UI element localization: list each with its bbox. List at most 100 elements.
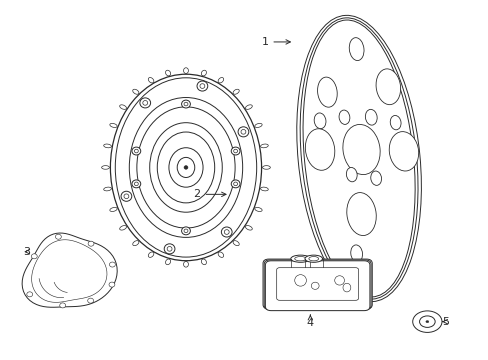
Ellipse shape <box>308 257 318 261</box>
Ellipse shape <box>300 18 417 299</box>
Ellipse shape <box>317 77 337 107</box>
Ellipse shape <box>233 182 237 186</box>
Ellipse shape <box>140 98 150 108</box>
FancyBboxPatch shape <box>265 261 369 311</box>
Ellipse shape <box>60 303 65 308</box>
Ellipse shape <box>134 149 138 153</box>
Ellipse shape <box>165 259 170 265</box>
Ellipse shape <box>294 257 306 261</box>
Ellipse shape <box>148 77 154 83</box>
Ellipse shape <box>346 193 375 235</box>
Ellipse shape <box>132 180 141 188</box>
Ellipse shape <box>55 234 61 239</box>
Ellipse shape <box>389 116 400 130</box>
Ellipse shape <box>201 70 206 76</box>
Text: 2: 2 <box>193 189 225 199</box>
Ellipse shape <box>370 171 381 185</box>
Ellipse shape <box>221 227 232 237</box>
Ellipse shape <box>388 132 418 171</box>
Ellipse shape <box>129 98 242 237</box>
Ellipse shape <box>260 187 268 191</box>
Ellipse shape <box>233 89 239 94</box>
Ellipse shape <box>157 132 214 203</box>
Ellipse shape <box>183 102 187 106</box>
Ellipse shape <box>425 320 428 323</box>
FancyBboxPatch shape <box>263 259 371 309</box>
Ellipse shape <box>164 244 175 254</box>
Ellipse shape <box>167 247 172 251</box>
Polygon shape <box>22 233 117 307</box>
Ellipse shape <box>311 282 319 289</box>
Ellipse shape <box>305 129 334 170</box>
Ellipse shape <box>132 89 139 94</box>
Ellipse shape <box>419 316 434 327</box>
Ellipse shape <box>102 166 109 169</box>
Ellipse shape <box>181 227 190 235</box>
Ellipse shape <box>314 113 325 129</box>
Ellipse shape <box>334 276 344 285</box>
Ellipse shape <box>231 147 240 155</box>
Ellipse shape <box>183 166 187 169</box>
Ellipse shape <box>124 194 129 199</box>
Ellipse shape <box>27 292 33 297</box>
Ellipse shape <box>254 123 262 127</box>
Ellipse shape <box>109 262 115 267</box>
Ellipse shape <box>305 255 322 262</box>
Ellipse shape <box>342 125 379 175</box>
Text: 5: 5 <box>442 317 448 327</box>
Ellipse shape <box>200 84 204 88</box>
Ellipse shape <box>134 182 138 186</box>
Ellipse shape <box>137 107 235 228</box>
Ellipse shape <box>110 123 117 127</box>
Ellipse shape <box>290 255 310 262</box>
Ellipse shape <box>109 282 115 287</box>
Ellipse shape <box>233 240 239 246</box>
Ellipse shape <box>31 254 37 259</box>
Ellipse shape <box>149 123 222 212</box>
Ellipse shape <box>245 226 252 230</box>
Ellipse shape <box>350 245 362 262</box>
Ellipse shape <box>181 100 190 108</box>
Ellipse shape <box>241 130 245 134</box>
Ellipse shape <box>303 20 414 297</box>
Ellipse shape <box>294 275 306 286</box>
Ellipse shape <box>183 68 188 73</box>
FancyBboxPatch shape <box>276 268 358 300</box>
Ellipse shape <box>132 147 141 155</box>
Ellipse shape <box>115 78 256 257</box>
Ellipse shape <box>121 191 131 201</box>
Ellipse shape <box>132 240 139 246</box>
Ellipse shape <box>218 252 223 257</box>
Ellipse shape <box>177 157 194 177</box>
Ellipse shape <box>168 148 203 187</box>
Ellipse shape <box>412 311 441 332</box>
Ellipse shape <box>197 81 207 91</box>
Ellipse shape <box>110 74 261 261</box>
Text: 1: 1 <box>261 37 290 47</box>
Ellipse shape <box>201 259 206 265</box>
Ellipse shape <box>88 241 94 246</box>
Ellipse shape <box>103 144 111 148</box>
Ellipse shape <box>233 149 237 153</box>
Text: 4: 4 <box>306 315 313 328</box>
Ellipse shape <box>254 207 262 211</box>
Ellipse shape <box>231 180 240 188</box>
Ellipse shape <box>183 261 188 267</box>
Ellipse shape <box>238 127 248 137</box>
Text: 3: 3 <box>23 247 30 257</box>
Ellipse shape <box>338 110 349 125</box>
Ellipse shape <box>245 105 252 109</box>
Ellipse shape <box>262 166 270 169</box>
Ellipse shape <box>296 15 421 302</box>
Ellipse shape <box>218 77 223 83</box>
Ellipse shape <box>120 105 126 109</box>
Ellipse shape <box>348 38 363 60</box>
Ellipse shape <box>142 100 147 105</box>
Ellipse shape <box>342 283 350 292</box>
Ellipse shape <box>224 230 229 234</box>
Ellipse shape <box>110 207 117 211</box>
Ellipse shape <box>87 298 93 303</box>
Ellipse shape <box>148 252 154 257</box>
Ellipse shape <box>365 109 376 125</box>
Ellipse shape <box>183 229 187 233</box>
